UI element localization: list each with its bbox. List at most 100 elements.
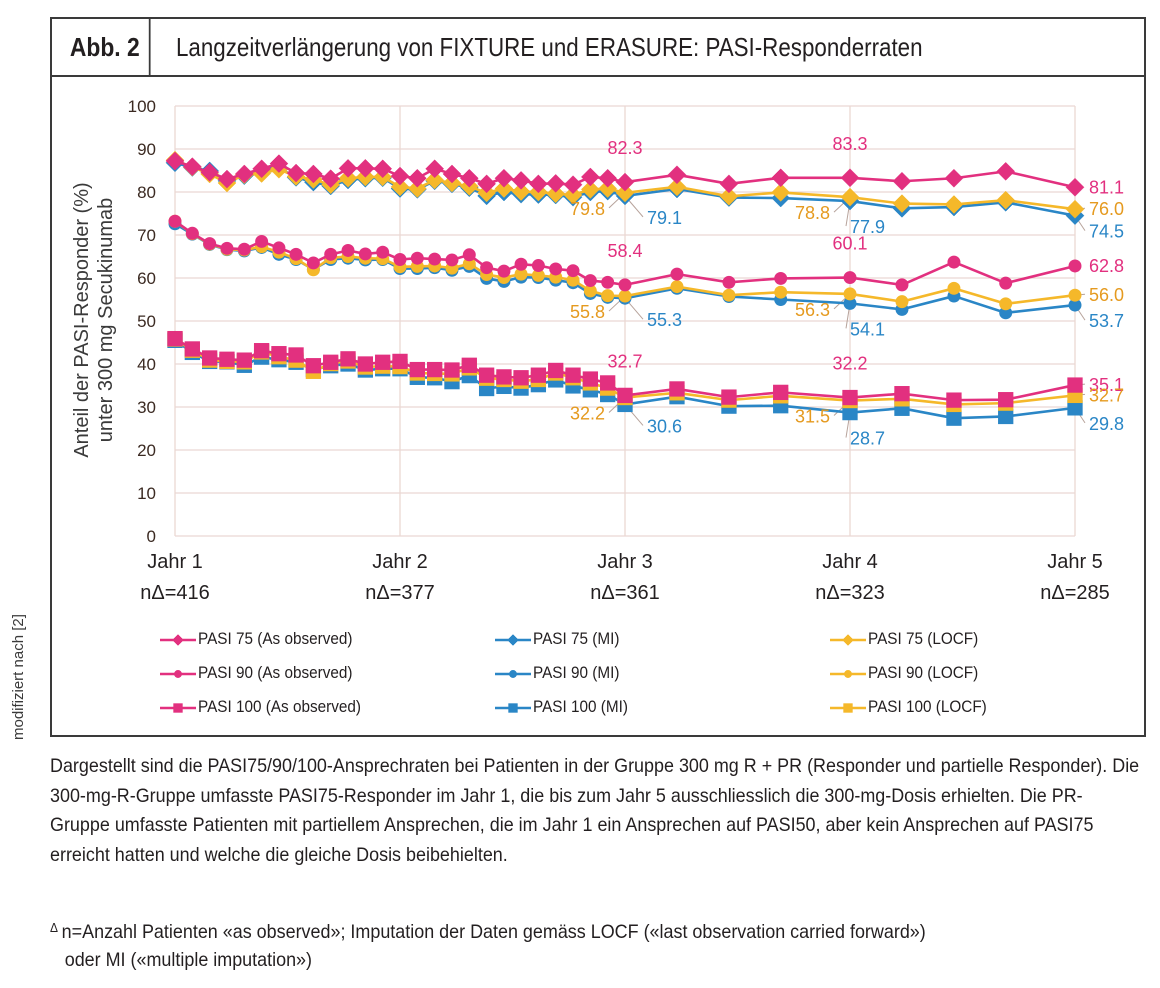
data-point [670, 267, 684, 281]
data-point [289, 247, 303, 261]
data-point [944, 168, 964, 188]
footnote-line-2: oder MI («multiple imputation») [64, 949, 313, 971]
y-tick-label: 80 [137, 183, 156, 202]
data-point [375, 354, 391, 370]
data-point [840, 187, 860, 207]
data-point [1065, 199, 1085, 219]
legend-label: PASI 100 (LOCF) [868, 697, 987, 716]
x-tick-label: Jahr 3 [597, 551, 653, 573]
data-point [719, 174, 739, 194]
legend-label: PASI 90 (MI) [533, 663, 620, 682]
data-point [425, 159, 445, 179]
y-tick-label: 20 [137, 441, 156, 460]
data-point [271, 346, 287, 362]
data-point [357, 356, 373, 372]
data-point [598, 179, 618, 198]
legend-item: PASI 90 (As observed) [158, 662, 370, 684]
data-point [321, 169, 341, 189]
data-point [601, 289, 615, 303]
data-point [185, 226, 199, 240]
data-point [427, 361, 443, 378]
data-label: 62.8 [1089, 256, 1124, 276]
data-point [895, 278, 909, 292]
legend-swatch-diamond-icon [160, 633, 196, 646]
data-label: 76.0 [1089, 199, 1124, 219]
data-point [844, 669, 852, 678]
data-label: 35.1 [1089, 375, 1124, 395]
x-tick-label: Jahr 4 [822, 551, 878, 573]
data-point [667, 177, 687, 197]
data-point [462, 257, 476, 271]
data-label: 54.1 [850, 319, 885, 339]
data-label: 32.7 [607, 351, 642, 371]
data-point [894, 386, 910, 402]
data-point [445, 253, 459, 267]
legend-label: PASI 75 (MI) [533, 629, 620, 648]
data-point [459, 168, 479, 188]
data-point [514, 267, 528, 281]
data-point [219, 351, 235, 367]
data-point [461, 357, 477, 373]
data-point [843, 296, 857, 310]
data-point [842, 389, 858, 406]
data-label: 60.1 [832, 234, 867, 254]
series-group [165, 150, 1085, 426]
y-tick-label: 0 [147, 527, 156, 546]
data-point [944, 195, 964, 214]
data-point [428, 252, 442, 266]
data-label: 78.8 [795, 203, 830, 223]
data-point [390, 177, 410, 197]
data-point [615, 183, 635, 203]
data-point [618, 289, 632, 303]
data-point [1068, 259, 1082, 273]
data-point [892, 171, 912, 191]
legend-swatch-circle-icon [160, 669, 196, 678]
data-point [237, 242, 251, 256]
data-label: 53.7 [1089, 311, 1124, 331]
data-point [549, 262, 563, 276]
data-point [1068, 298, 1082, 312]
legend-label: PASI 75 (LOCF) [868, 629, 979, 648]
y-tick-label: 100 [128, 97, 156, 116]
data-label: 83.3 [832, 134, 867, 154]
data-point [200, 162, 220, 182]
data-point [167, 330, 183, 347]
data-point [895, 295, 909, 309]
x-axis-ticks: Jahr 1 nΔ=416 Jahr 2 nΔ=377 Jahr 3 nΔ=361 Jahr… [140, 551, 1110, 604]
legend-swatch-square-icon [830, 702, 866, 713]
legend-label: PASI 100 (As observed) [198, 697, 361, 716]
data-point [548, 362, 564, 379]
data-point [774, 285, 788, 299]
data-point [358, 247, 372, 261]
data-point [341, 244, 355, 257]
data-point [1067, 400, 1083, 416]
data-point [722, 288, 736, 302]
data-point [340, 351, 356, 367]
y-axis-label-line: unter 300 mg Secukinumab [95, 198, 117, 443]
data-point [996, 190, 1016, 210]
data-point [999, 276, 1013, 290]
data-point [669, 381, 685, 397]
data-point [217, 169, 237, 189]
data-point [305, 358, 322, 374]
annotations: 82.3 79.8 79.1 83.3 78.8 77.9 81.176.0 74.5 58.4… [570, 134, 1124, 449]
legend-item: PASI 90 (LOCF) [828, 662, 991, 684]
legend-item: PASI 100 (LOCF) [828, 696, 1000, 718]
data-point [236, 352, 252, 368]
source-note: modifiziert nach [2] [10, 614, 27, 740]
legend-label: PASI 75 (As observed) [198, 629, 353, 648]
data-point [617, 387, 633, 404]
data-point [480, 261, 494, 275]
x-tick-n-label: nΔ=361 [590, 582, 660, 604]
data-label: 28.7 [850, 429, 885, 449]
data-point [843, 287, 857, 301]
data-label: 82.3 [607, 138, 642, 158]
data-point [234, 164, 254, 184]
x-tick-n-label: nΔ=377 [365, 582, 435, 604]
data-point [721, 389, 737, 405]
data-label: 58.4 [607, 241, 642, 261]
data-point [514, 257, 528, 271]
data-point [529, 174, 548, 194]
